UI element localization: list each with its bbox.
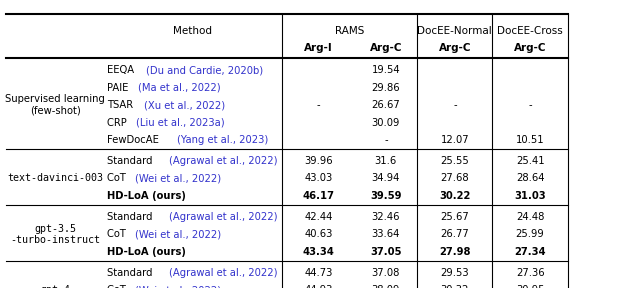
Text: (Agrawal et al., 2022): (Agrawal et al., 2022) [169, 212, 277, 222]
Text: (Wei et al., 2022): (Wei et al., 2022) [135, 229, 221, 239]
Text: CoT: CoT [108, 173, 129, 183]
Text: -: - [528, 100, 532, 110]
Text: 33.64: 33.64 [372, 229, 400, 239]
Text: 30.22: 30.22 [439, 191, 470, 201]
Text: 39.96: 39.96 [304, 156, 333, 166]
Text: 27.68: 27.68 [440, 173, 469, 183]
Text: 46.17: 46.17 [303, 191, 335, 201]
Text: 42.44: 42.44 [304, 212, 333, 222]
Text: 24.48: 24.48 [516, 212, 544, 222]
Text: 31.6: 31.6 [375, 156, 397, 166]
Text: 38.09: 38.09 [372, 285, 400, 288]
Text: 39.59: 39.59 [370, 191, 402, 201]
Text: 27.36: 27.36 [516, 268, 545, 278]
Text: CoT: CoT [108, 229, 129, 239]
Text: 19.54: 19.54 [372, 65, 400, 75]
Text: HD-LoA (ours): HD-LoA (ours) [108, 247, 186, 257]
Text: 27.34: 27.34 [515, 247, 546, 257]
Text: 26.67: 26.67 [371, 100, 400, 110]
Text: Arg-C: Arg-C [514, 43, 547, 53]
Text: 25.41: 25.41 [516, 156, 545, 166]
Text: text-davinci-003: text-davinci-003 [7, 173, 103, 183]
Text: Standard: Standard [108, 156, 156, 166]
Text: Arg-I: Arg-I [304, 43, 333, 53]
Text: 44.93: 44.93 [304, 285, 333, 288]
Text: 43.34: 43.34 [303, 247, 334, 257]
Text: 30.09: 30.09 [372, 118, 400, 128]
Text: -: - [317, 100, 320, 110]
Text: DocEE-Cross: DocEE-Cross [497, 26, 563, 36]
Text: gpt-4: gpt-4 [40, 285, 70, 288]
Text: (Liu et al., 2023a): (Liu et al., 2023a) [136, 118, 225, 128]
Text: CRP: CRP [108, 118, 131, 128]
Text: Arg-C: Arg-C [438, 43, 471, 53]
Text: 37.05: 37.05 [370, 247, 402, 257]
Text: (Yang et al., 2023): (Yang et al., 2023) [177, 135, 268, 145]
Text: -: - [384, 135, 388, 145]
Text: 26.77: 26.77 [440, 229, 469, 239]
Text: 29.53: 29.53 [440, 268, 469, 278]
Text: (Du and Cardie, 2020b): (Du and Cardie, 2020b) [146, 65, 263, 75]
Text: EEQA: EEQA [108, 65, 138, 75]
Text: (Xu et al., 2022): (Xu et al., 2022) [145, 100, 225, 110]
Text: CoT: CoT [108, 285, 129, 288]
Text: 25.99: 25.99 [516, 229, 545, 239]
Text: Supervised learning
(few-shot): Supervised learning (few-shot) [5, 94, 105, 116]
Text: 25.67: 25.67 [440, 212, 469, 222]
Text: -: - [453, 100, 457, 110]
Text: HD-LoA (ours): HD-LoA (ours) [108, 191, 186, 201]
Text: 40.63: 40.63 [304, 229, 333, 239]
Text: FewDocAE: FewDocAE [108, 135, 163, 145]
Text: Arg-C: Arg-C [370, 43, 402, 53]
Text: 32.46: 32.46 [372, 212, 400, 222]
Text: 28.64: 28.64 [516, 173, 545, 183]
Text: (Agrawal et al., 2022): (Agrawal et al., 2022) [169, 268, 277, 278]
Text: 31.03: 31.03 [515, 191, 546, 201]
Text: DocEE-Normal: DocEE-Normal [417, 26, 492, 36]
Text: (Wei et al., 2022): (Wei et al., 2022) [135, 285, 221, 288]
Text: 44.73: 44.73 [304, 268, 333, 278]
Text: 27.98: 27.98 [439, 247, 470, 257]
Text: gpt-3.5
-turbo-instruct: gpt-3.5 -turbo-instruct [10, 223, 100, 245]
Text: 25.55: 25.55 [440, 156, 469, 166]
Text: (Ma et al., 2022): (Ma et al., 2022) [138, 83, 221, 92]
Text: PAIE: PAIE [108, 83, 132, 92]
Text: Standard: Standard [108, 212, 156, 222]
Text: (Wei et al., 2022): (Wei et al., 2022) [135, 173, 221, 183]
Text: Method: Method [173, 26, 212, 36]
Text: 34.94: 34.94 [372, 173, 400, 183]
Text: 43.03: 43.03 [304, 173, 333, 183]
Text: 10.51: 10.51 [516, 135, 545, 145]
Text: 29.86: 29.86 [372, 83, 400, 92]
Text: 37.08: 37.08 [372, 268, 400, 278]
Text: Standard: Standard [108, 268, 156, 278]
Text: 30.95: 30.95 [516, 285, 545, 288]
Text: 30.32: 30.32 [441, 285, 469, 288]
Text: 12.07: 12.07 [440, 135, 469, 145]
Text: (Agrawal et al., 2022): (Agrawal et al., 2022) [169, 156, 277, 166]
Text: RAMS: RAMS [335, 26, 364, 36]
Text: TSAR: TSAR [108, 100, 136, 110]
